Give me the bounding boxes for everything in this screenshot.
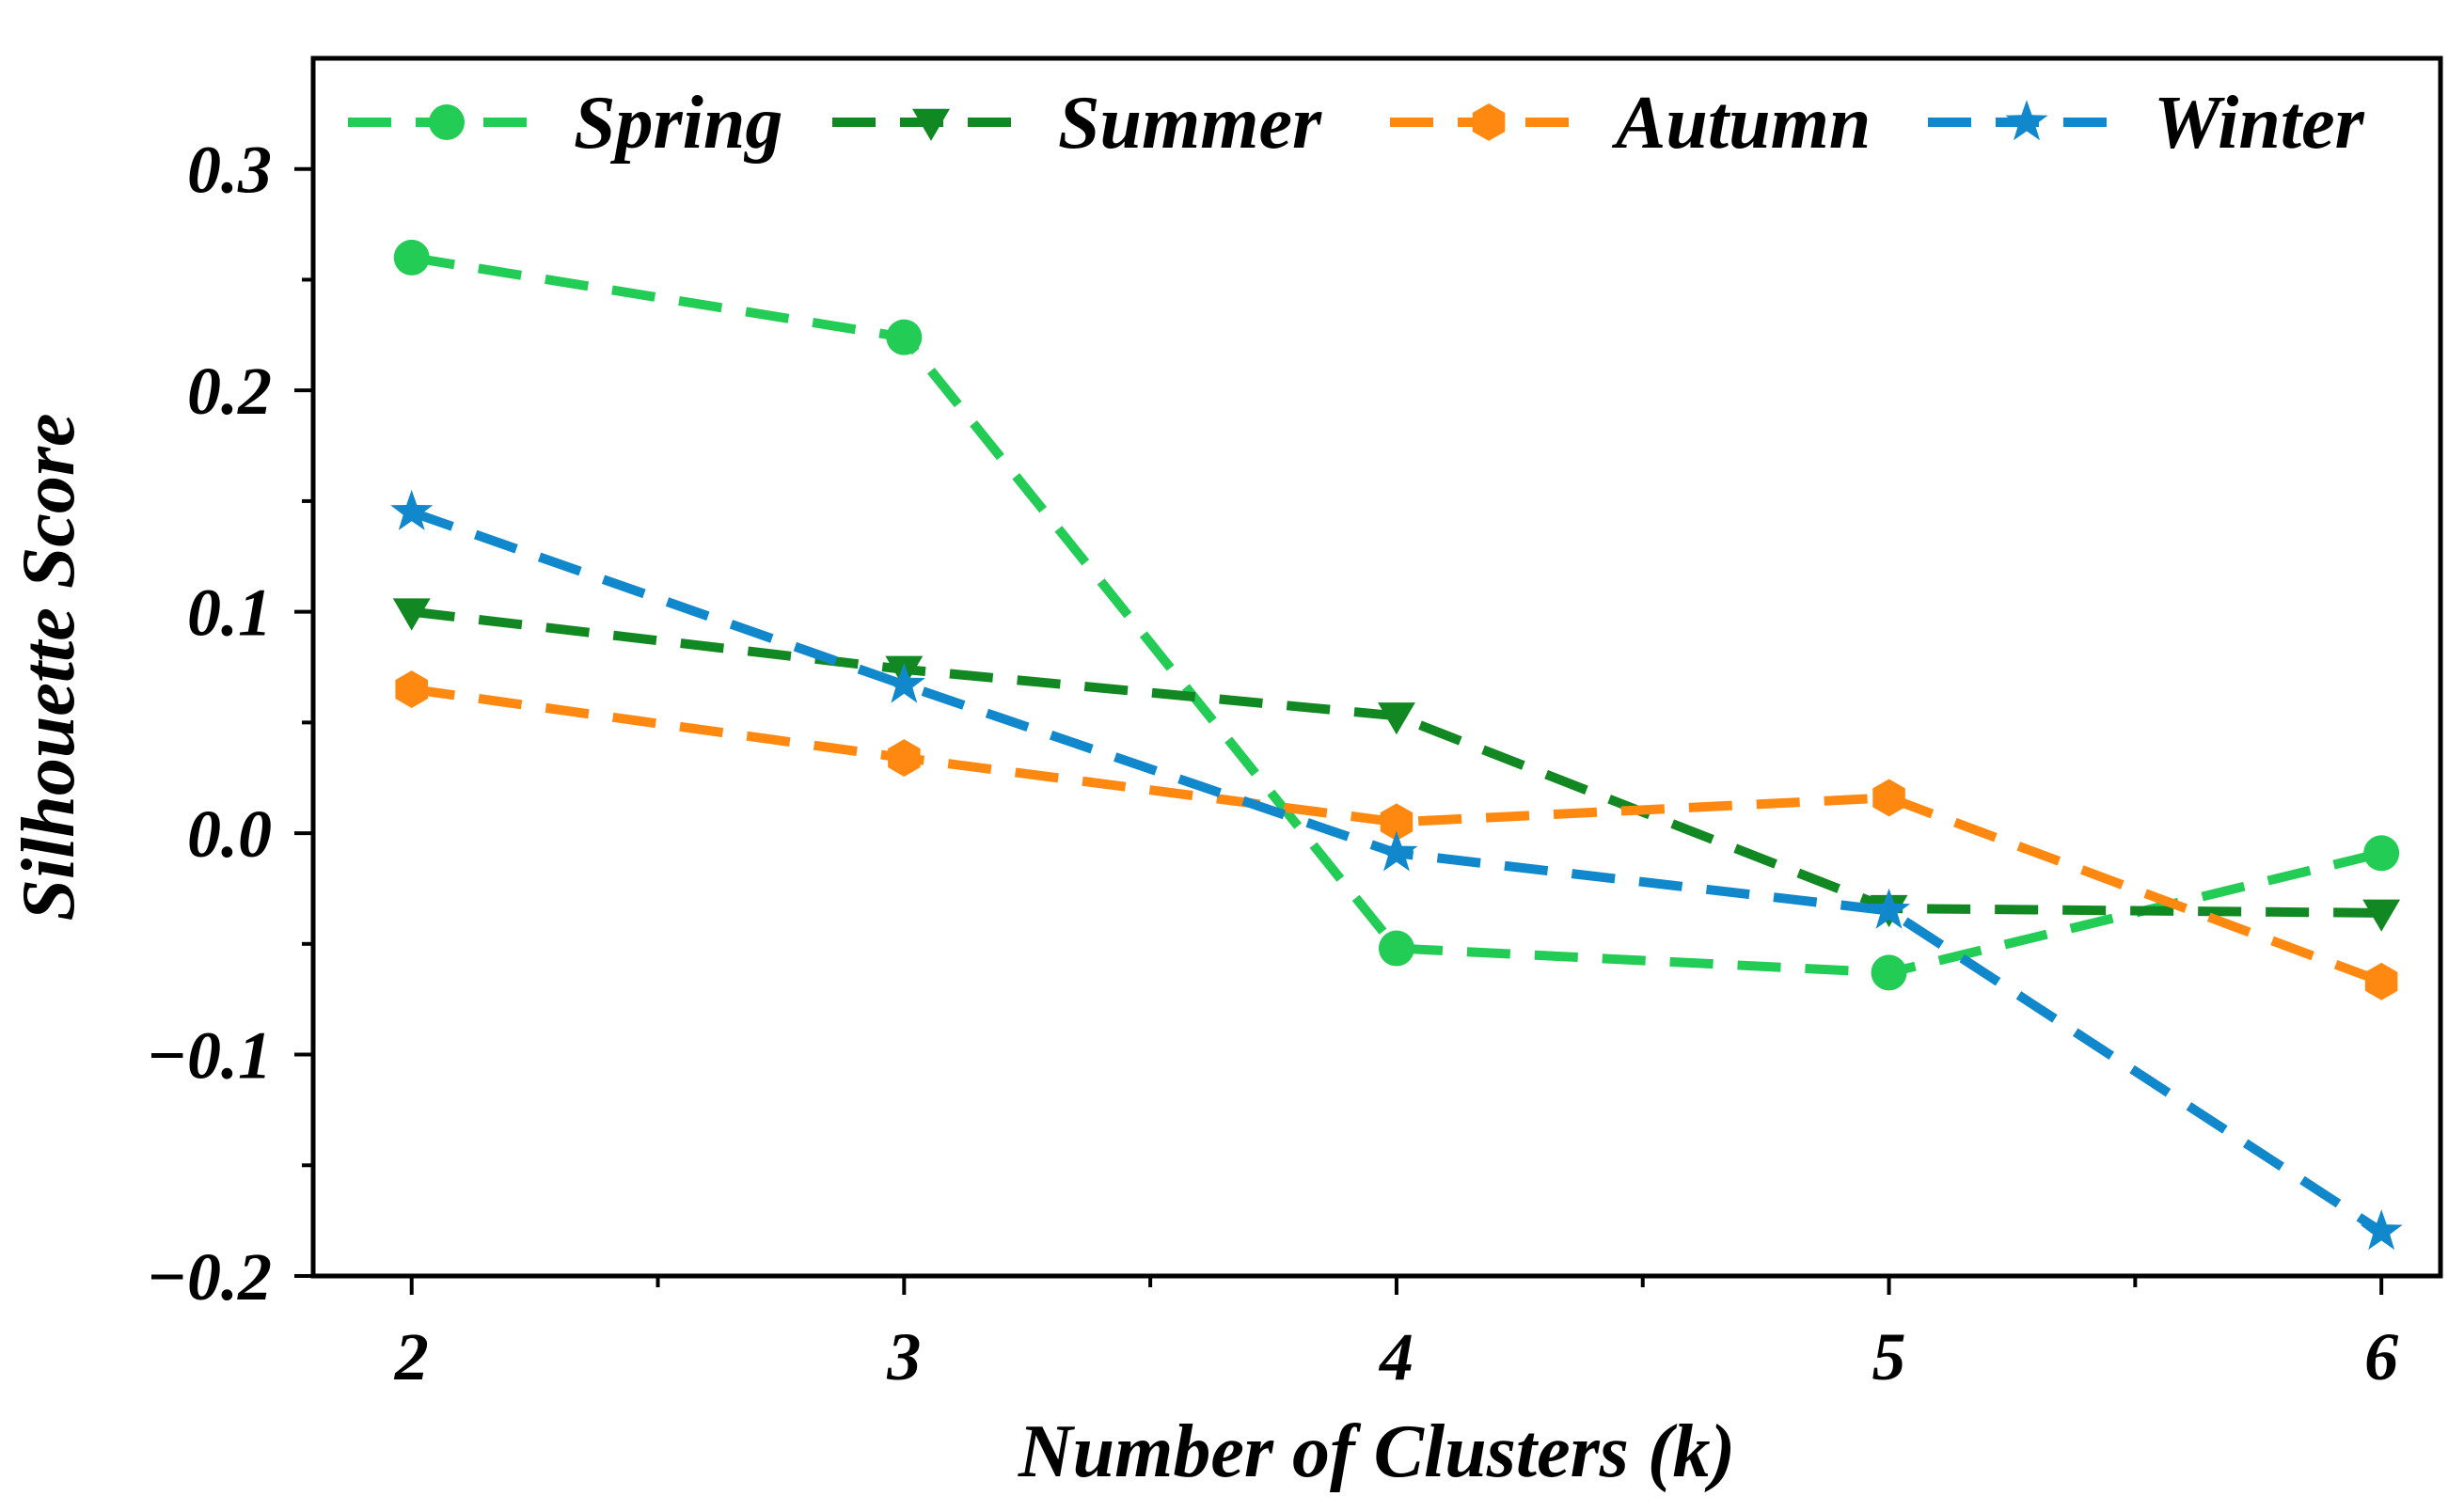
data-point-autumn-k6	[2364, 962, 2398, 1000]
data-point-autumn-k5	[1872, 779, 1905, 817]
legend-label-winter: Winter	[2154, 82, 2365, 165]
data-point-spring-k6	[2363, 835, 2400, 872]
series-winter	[390, 489, 2403, 1251]
series-spring	[393, 239, 2400, 991]
data-point-summer-k2	[392, 598, 431, 631]
data-point-winter-k2	[390, 489, 434, 530]
legend-label-autumn: Autumn	[1611, 82, 1871, 165]
y-tick-label: −0.2	[146, 1239, 272, 1315]
legend-label-spring: Spring	[574, 82, 782, 165]
data-point-winter-k5	[1868, 888, 1911, 929]
y-tick-label: 0.1	[187, 575, 272, 651]
legend-label-summer: Summer	[1058, 82, 1322, 165]
y-tick-label: 0.2	[187, 354, 272, 429]
y-axis-title: Silhouette Score	[8, 413, 90, 921]
data-point-winter-k3	[882, 662, 925, 703]
data-point-spring-k2	[393, 239, 430, 276]
legend-marker-spring	[429, 104, 465, 140]
legend: Spring Summer Autumn Winter	[348, 82, 2365, 165]
series-summer	[392, 598, 2401, 932]
series-layer	[390, 239, 2403, 1251]
data-point-autumn-k3	[888, 739, 921, 777]
data-point-winter-k4	[1375, 830, 1418, 872]
data-point-summer-k6	[2362, 899, 2401, 932]
legend-item-summer: Summer	[832, 82, 1322, 165]
data-point-spring-k4	[1378, 930, 1414, 967]
legend-item-spring: Spring	[348, 82, 782, 165]
x-axis-title: Number of Clusters (k)	[1018, 1410, 1735, 1493]
data-point-winter-k6	[2360, 1209, 2403, 1251]
axes-layer: 2 3 4 5 6 −0.2 −0.1 0.0 0.1 0.2 0.3	[146, 55, 2443, 1394]
legend-marker-autumn	[1472, 103, 1506, 141]
plot-frame	[310, 55, 2443, 1279]
legend-marker-winter	[2005, 100, 2048, 141]
data-point-spring-k5	[1871, 954, 1907, 991]
legend-item-autumn: Autumn	[1390, 82, 1871, 165]
series-autumn	[395, 670, 2398, 1000]
y-tick-label: 0.0	[187, 796, 272, 872]
legend-item-winter: Winter	[1928, 82, 2365, 165]
data-point-spring-k3	[886, 319, 923, 355]
data-point-autumn-k4	[1380, 803, 1414, 842]
legend-marker-summer	[912, 108, 950, 141]
x-tick-label: 6	[2364, 1319, 2398, 1394]
x-tick-label: 3	[886, 1319, 921, 1394]
x-tick-label: 2	[394, 1319, 429, 1394]
y-tick-label: 0.3	[187, 133, 272, 208]
series-line-autumn	[411, 685, 2383, 986]
y-tick-label: −0.1	[146, 1018, 272, 1094]
x-tick-label: 5	[1872, 1319, 1906, 1394]
data-point-autumn-k2	[395, 670, 428, 708]
data-point-summer-k4	[1378, 702, 1415, 735]
x-tick-label: 4	[1378, 1319, 1414, 1394]
